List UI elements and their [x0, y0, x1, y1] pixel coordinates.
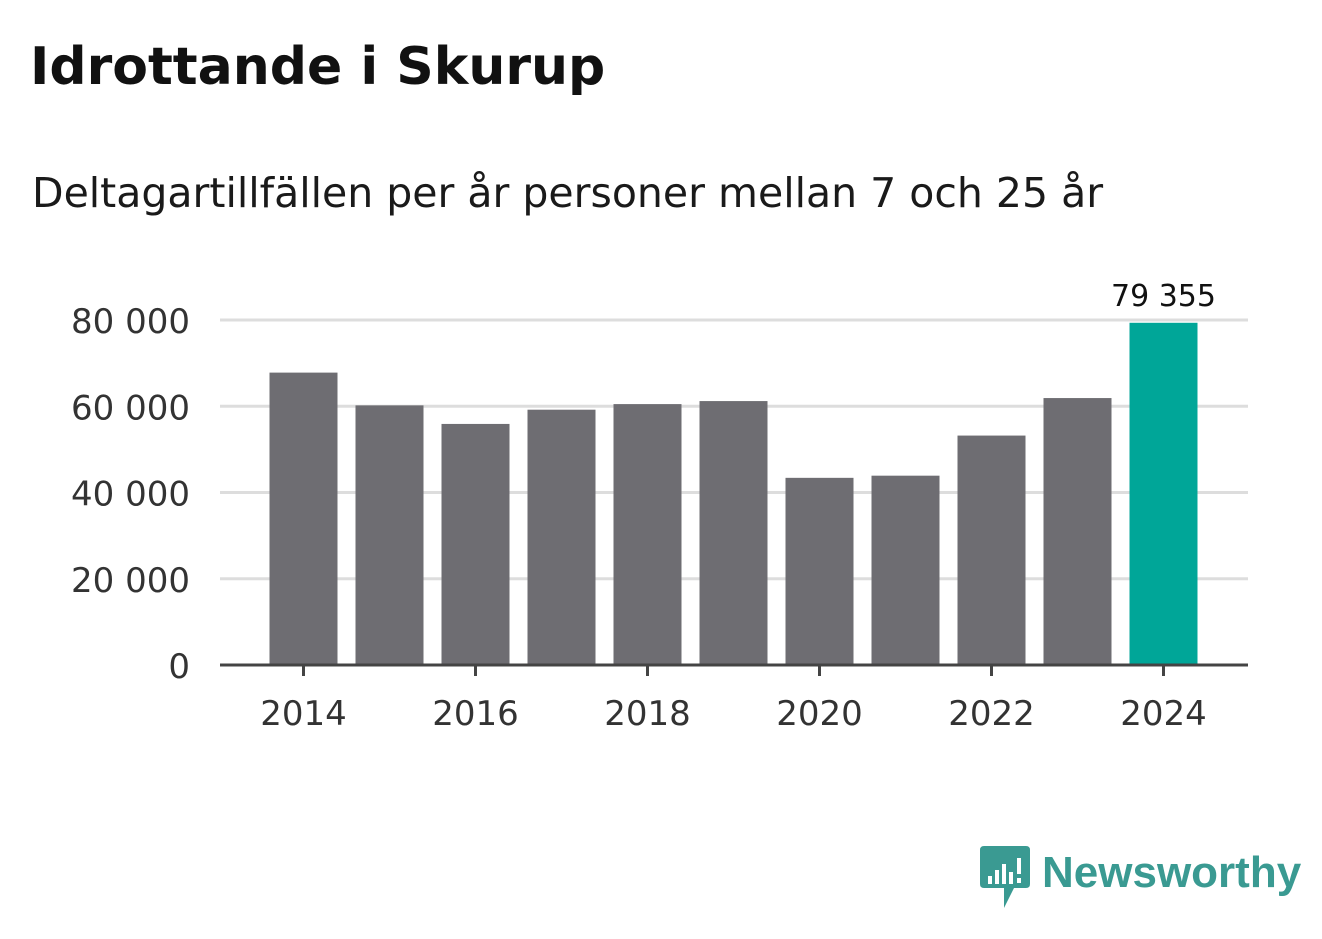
x-tick-label: 2022 — [948, 694, 1035, 734]
y-tick-label: 80 000 — [71, 302, 190, 342]
axes: 0 20 000 40 000 60 000 80 000 2014 2016 2018 202… — [71, 302, 1248, 734]
x-tick-label: 2024 — [1120, 694, 1207, 734]
x-tick-label: 2014 — [260, 694, 347, 734]
bar-2020 — [785, 477, 854, 665]
y-tick-label: 20 000 — [71, 561, 190, 601]
y-tick-label: 60 000 — [71, 388, 190, 428]
bar-2016 — [441, 423, 510, 665]
data-labels: 79 355 — [1111, 279, 1216, 314]
bar-2024 — [1129, 322, 1198, 665]
x-tick-label: 2016 — [432, 694, 519, 734]
newsworthy-logo-icon — [980, 846, 1030, 908]
newsworthy-logo: Newsworthy — [980, 846, 1301, 910]
x-tick-label: 2018 — [604, 694, 691, 734]
bar-2021 — [871, 475, 940, 665]
bar-2015 — [355, 405, 424, 665]
bar-2014 — [269, 372, 338, 665]
x-tick-label: 2020 — [776, 694, 863, 734]
bar-2018 — [613, 404, 682, 665]
y-tick-label: 40 000 — [71, 475, 190, 515]
bar-2017 — [527, 409, 596, 665]
chart-subtitle: Deltagartillfällen per år personer mella… — [32, 169, 1104, 217]
bar-2023 — [1043, 398, 1112, 665]
chart-title: Idrottande i Skurup — [30, 37, 606, 97]
brand-name: Newsworthy — [1042, 848, 1302, 897]
data-label: 79 355 — [1111, 279, 1216, 314]
bars — [269, 322, 1198, 665]
bar-2022 — [957, 435, 1026, 665]
y-tick-label: 0 — [168, 647, 190, 687]
bar-2019 — [699, 401, 768, 665]
